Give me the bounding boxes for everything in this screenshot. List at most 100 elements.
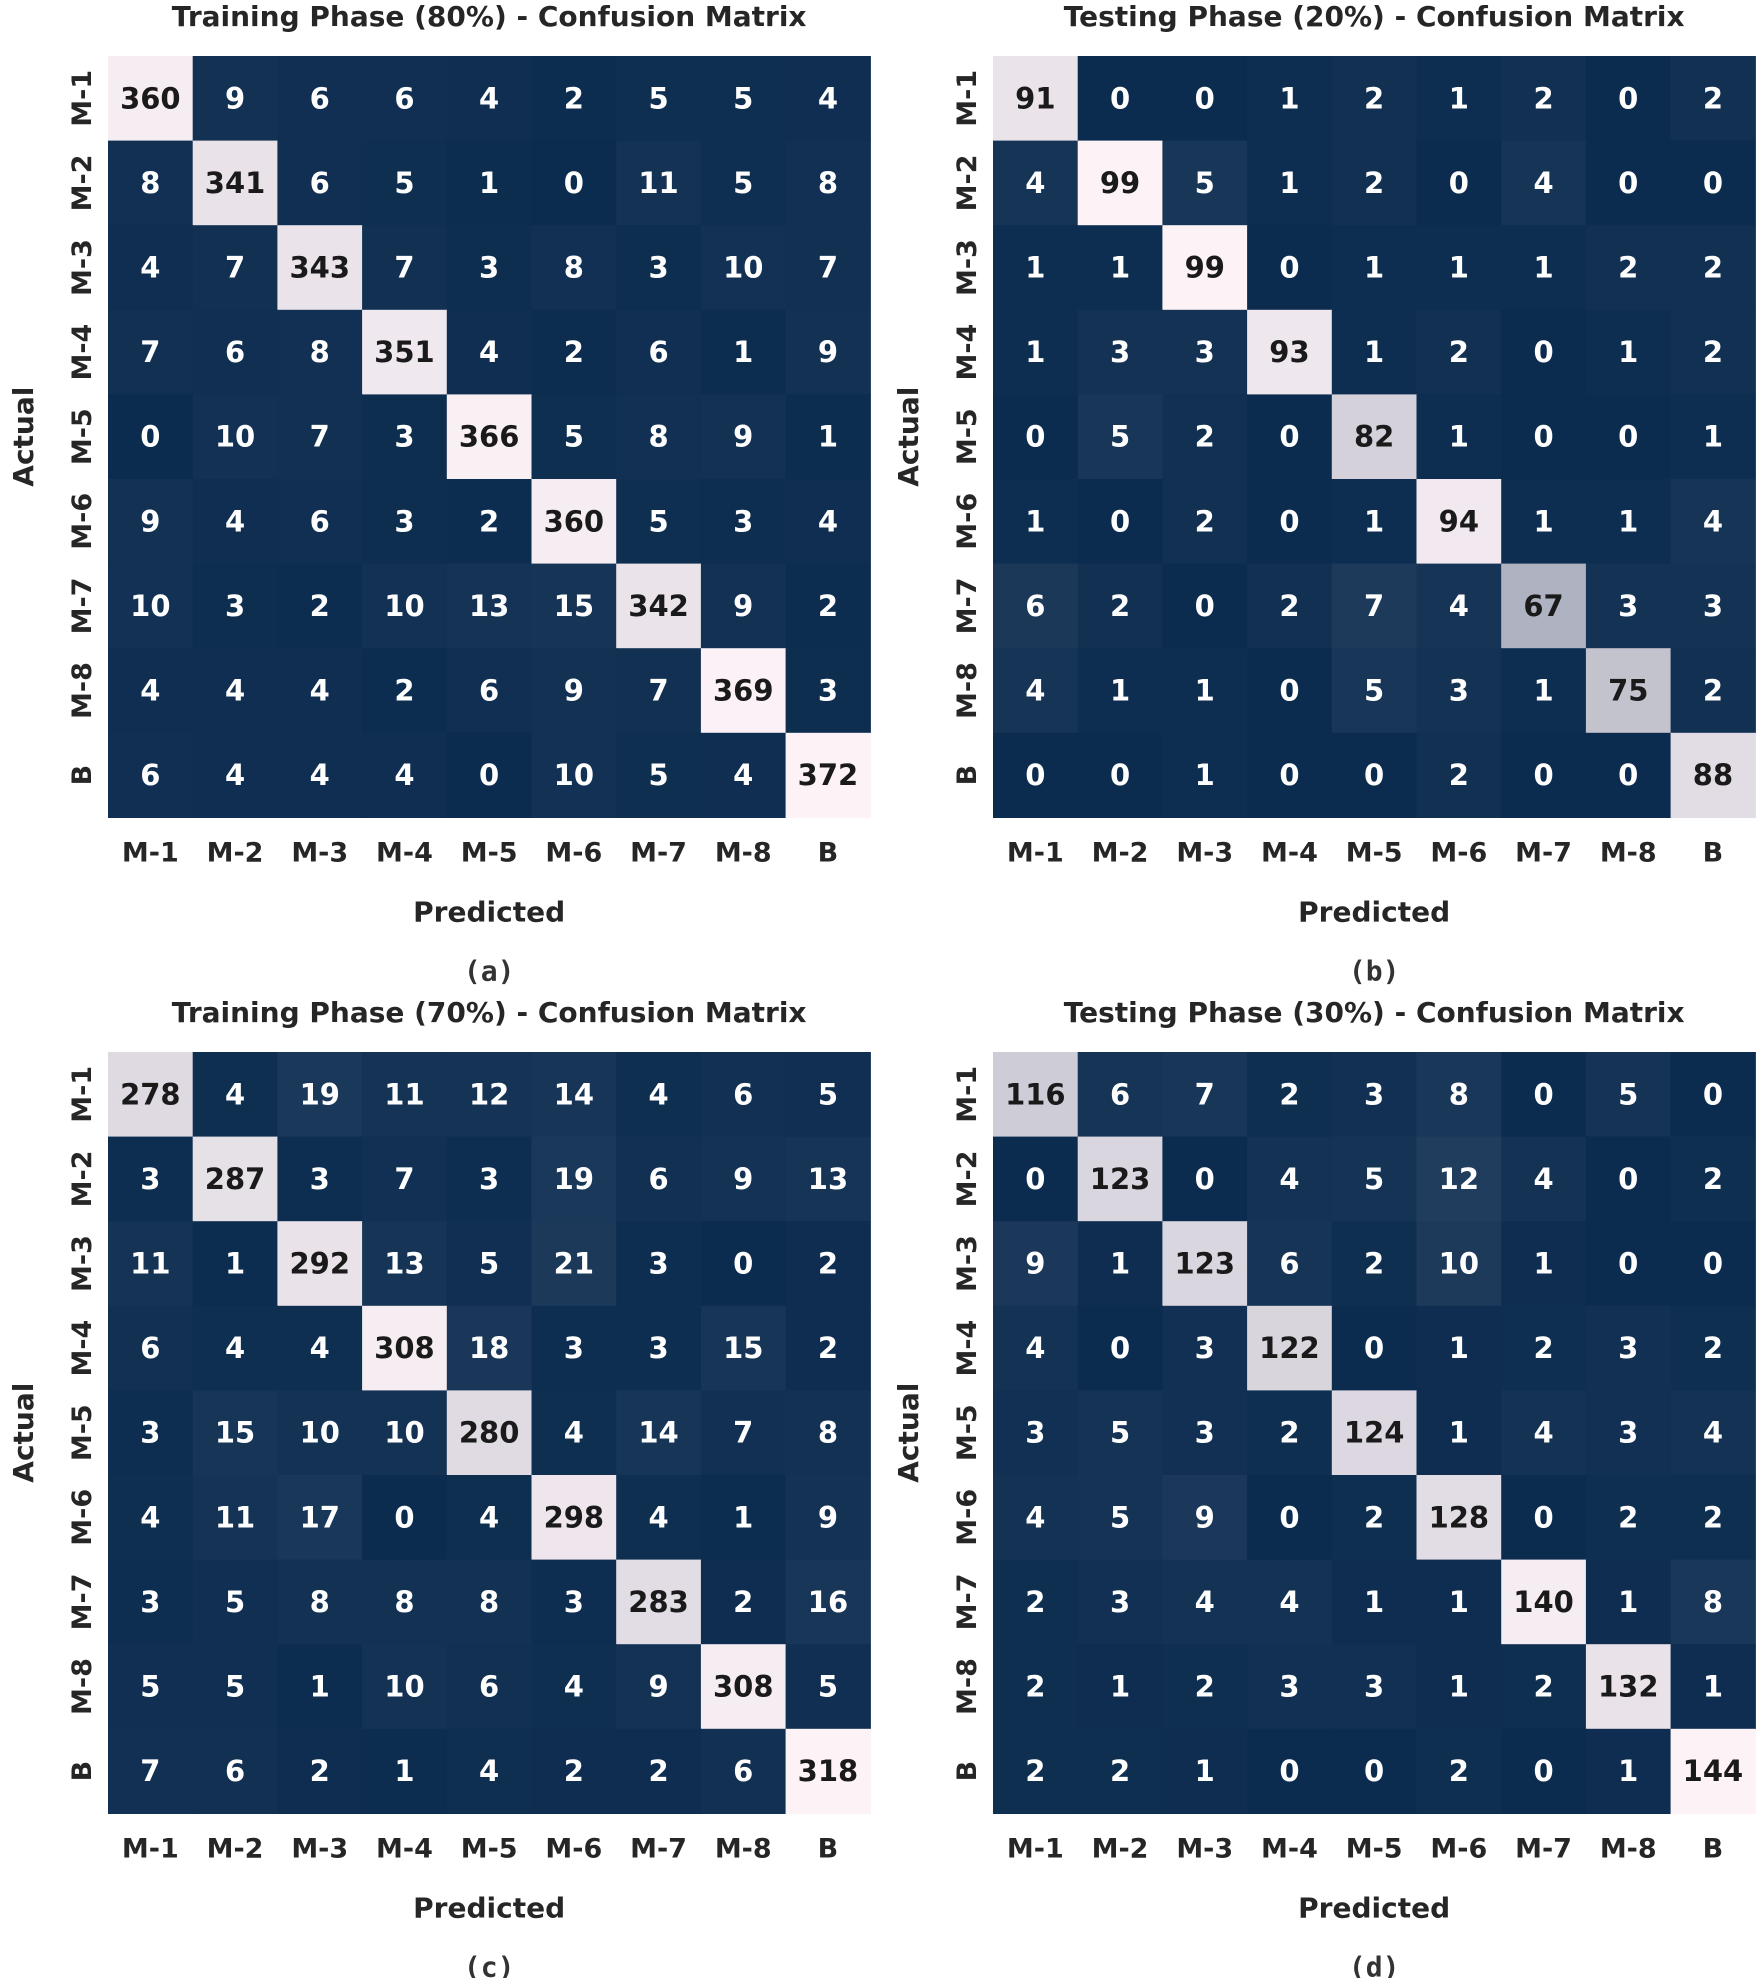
panel-a-cell-M-7-M-5 <box>446 563 533 649</box>
panel-d-y-tick-M-4: M-4 <box>952 1320 983 1377</box>
panel-d-cell-M-2-M-6 <box>1416 1136 1502 1222</box>
panel-c-cell-value-M-6-M-7: 4 <box>648 1500 668 1534</box>
panel-d-y-tick-M-6: M-6 <box>952 1489 983 1546</box>
panel-a-cell-value-M-8-M-2: 4 <box>225 674 245 708</box>
panel-d-title: Testing Phase (30%) - Confusion Matrix <box>1064 996 1685 1029</box>
panel-d-cell-value-B-M-4: 0 <box>1279 1754 1299 1788</box>
panel-c-cell-B-M-4 <box>362 1728 448 1814</box>
panel-a-y-tick-M-8: M-8 <box>67 662 98 719</box>
panel-c-cell-value-M-8-M-3: 1 <box>310 1670 330 1704</box>
panel-c-cell-M-2-M-4 <box>362 1136 448 1222</box>
panel-d-cell-M-1-M-7 <box>1501 1052 1587 1138</box>
panel-d-cell-M-4-M-3 <box>1162 1305 1248 1391</box>
panel-c-cell-value-M-7-M-6: 3 <box>564 1585 584 1619</box>
panel-b-cell-M-4-M-5 <box>1331 309 1418 395</box>
panel-d-cell-value-M-4-B: 2 <box>1703 1331 1723 1365</box>
panel-a-cell-B-M-5 <box>446 732 533 818</box>
panel-a-cell-M-5-M-7 <box>616 394 702 480</box>
panel-d-cell-value-M-8-M-5: 3 <box>1364 1670 1384 1704</box>
panel-d-cell-value-M-2-M-2: 123 <box>1090 1162 1151 1196</box>
panel-a-cell-M-4-M-4 <box>362 309 448 395</box>
panel-d-cell-value-M-6-M-7: 0 <box>1533 1500 1553 1534</box>
panel-b-cell-value-M-7-M-5: 7 <box>1364 589 1384 623</box>
panel-d-cell-value-M-8-M-3: 2 <box>1195 1670 1215 1704</box>
panel-c-cell-M-1-M-4 <box>362 1052 448 1138</box>
panel-b-cell-M-6-M-7 <box>1501 479 1587 565</box>
panel-c-cell-value-M-1-M-6: 14 <box>554 1077 594 1111</box>
panel-c-cell-value-M-7-M-2: 5 <box>225 1585 245 1619</box>
panel-c-cell-M-1-M-5 <box>446 1052 533 1138</box>
panel-d-cell-M-5-M-5 <box>1331 1390 1418 1476</box>
panel-a-cell-B-M-2 <box>192 732 278 818</box>
panel-b-cell-value-M-6-M-1: 1 <box>1025 504 1045 538</box>
panel-a-y-tick-M-1: M-1 <box>67 70 98 127</box>
panel-b-cell-value-B-M-7: 0 <box>1533 758 1553 792</box>
panel-a-cell-M-2-M-7 <box>616 140 702 226</box>
panel-a-cell-value-M-5-M-8: 9 <box>733 420 753 454</box>
panel-c-cell-M-5-M-5 <box>446 1390 533 1476</box>
panel-b-cell-M-2-M-6 <box>1416 140 1502 226</box>
panel-a-cell-M-1-M-6 <box>531 56 617 142</box>
panel-d-cell-value-M-7-M-5: 1 <box>1364 1585 1384 1619</box>
panel-c-x-tick-M-8: M-8 <box>715 1833 772 1864</box>
panel-c-cell-value-M-7-M-8: 2 <box>733 1585 753 1619</box>
panel-a-cell-value-B-M-3: 4 <box>310 758 330 792</box>
panel-a-cell-M-2-M-5 <box>446 140 533 226</box>
panel-b-cell-M-2-M-8 <box>1585 140 1672 226</box>
panel-b-cell-value-M-8-M-3: 1 <box>1195 674 1215 708</box>
panel-c-caption: (c) <box>464 1950 515 1978</box>
panel-a-cell-value-M-7-M-3: 2 <box>310 589 330 623</box>
panel-d-cell-value-B-M-3: 1 <box>1195 1754 1215 1788</box>
panel-b-cell-M-6-M-2 <box>1077 479 1163 565</box>
panel-b-cell-M-7-M-3 <box>1162 563 1248 649</box>
panel-a-cell-value-M-4-M-2: 6 <box>225 335 245 369</box>
panel-c-cell-value-M-3-M-3: 292 <box>289 1247 350 1281</box>
panel-b-cell-value-M-6-M-2: 0 <box>1110 504 1130 538</box>
panel-c-cell-value-M-1-M-7: 4 <box>648 1077 668 1111</box>
panel-c-cell-value-M-6-M-5: 4 <box>479 1500 499 1534</box>
panel-a-cell-M-3-B <box>785 225 871 311</box>
panel-a-cell-M-3-M-4 <box>362 225 448 311</box>
panel-d-cell-value-M-7-M-7: 140 <box>1513 1585 1574 1619</box>
panel-b-cell-value-M-7-B: 3 <box>1703 589 1723 623</box>
panel-d-y-tick-M-3: M-3 <box>952 1235 983 1292</box>
panel-a-cell-M-7-M-4 <box>362 563 448 649</box>
panel-b-y-tick-M-7: M-7 <box>952 577 983 634</box>
panel-c-cell-value-B-M-7: 2 <box>648 1754 668 1788</box>
panel-a-cell-value-M-6-M-5: 2 <box>479 504 499 538</box>
panel-d-cell-M-3-M-4 <box>1247 1221 1333 1307</box>
panel-b-cell-value-M-8-M-6: 3 <box>1449 674 1469 708</box>
panel-b-cell-value-M-5-B: 1 <box>1703 420 1723 454</box>
panel-d-cell-M-7-M-8 <box>1585 1559 1672 1645</box>
panel-b-x-tick-M-7: M-7 <box>1515 837 1572 868</box>
panel-c-cell-M-8-M-5 <box>446 1644 533 1730</box>
panel-c-cell-value-M-5-M-7: 14 <box>638 1416 678 1450</box>
panel-a-cell-value-M-3-M-5: 3 <box>479 251 499 285</box>
panel-d-cell-M-8-M-7 <box>1501 1644 1587 1730</box>
panel-a-y-tick-M-7: M-7 <box>67 577 98 634</box>
panel-d-cell-M-3-M-2 <box>1077 1221 1163 1307</box>
panel-a-cell-M-4-B <box>785 309 871 395</box>
panel-a-cell-value-B-M-8: 4 <box>733 758 753 792</box>
panel-a-cell-value-M-5-M-3: 7 <box>310 420 330 454</box>
panel-c-cell-value-B-M-5: 4 <box>479 1754 499 1788</box>
panel-b-cell-value-M-1-M-5: 2 <box>1364 81 1384 115</box>
panel-d-cell-M-2-M-1 <box>993 1136 1079 1222</box>
panel-b-cell-value-M-8-M-8: 75 <box>1608 674 1648 708</box>
panel-b-cell-M-2-M-3 <box>1162 140 1248 226</box>
panel-d-cell-M-5-M-4 <box>1247 1390 1333 1476</box>
panel-a-cell-value-M-7-M-7: 342 <box>628 589 689 623</box>
panel-c-cell-M-8-M-1 <box>108 1644 194 1730</box>
panel-d-cell-value-M-6-M-3: 9 <box>1195 1500 1215 1534</box>
panel-b-cell-value-M-7-M-4: 2 <box>1279 589 1299 623</box>
panel-a-cell-M-7-M-7 <box>616 563 702 649</box>
panel-b-cell-value-M-8-B: 2 <box>1703 674 1723 708</box>
panel-d-cell-M-6-M-1 <box>993 1475 1079 1561</box>
panel-a-cell-M-6-M-8 <box>700 479 787 565</box>
panel-d-cell-value-M-3-M-1: 9 <box>1025 1247 1045 1281</box>
panel-c-cell-B-M-8 <box>700 1728 787 1814</box>
panel-b-cell-value-M-6-M-4: 0 <box>1279 504 1299 538</box>
panel-c-cell-M-6-M-7 <box>616 1475 702 1561</box>
panel-a-cell-value-M-2-M-1: 8 <box>140 166 160 200</box>
panel-a-cell-M-1-M-1 <box>108 56 194 142</box>
